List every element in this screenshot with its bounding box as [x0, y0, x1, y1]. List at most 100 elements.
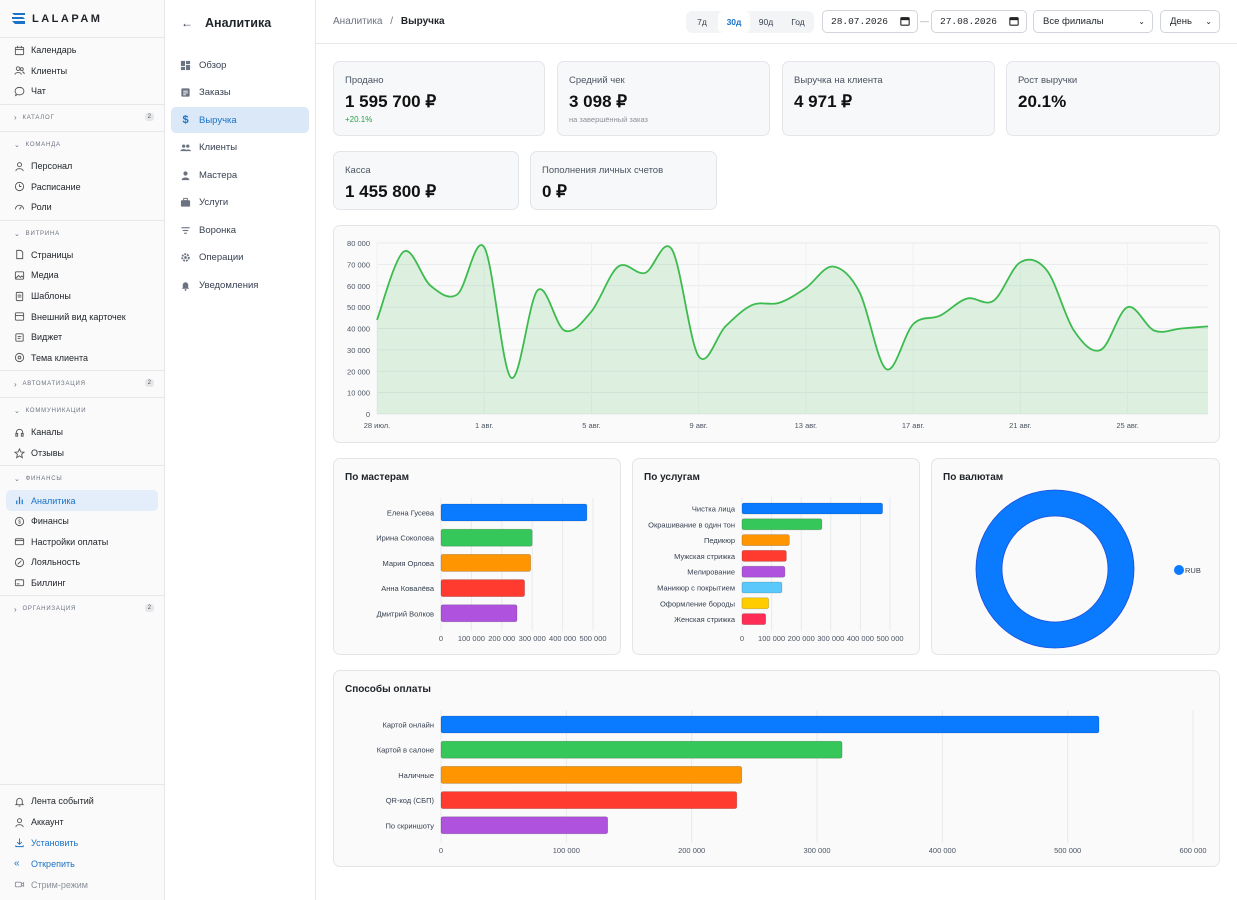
nav-item-payment-settings[interactable]: Настройки оплаты	[6, 532, 158, 553]
x-tick-label: 400 000	[929, 846, 956, 855]
x-tick-label: 17 авг.	[902, 421, 925, 430]
nav-section-finance[interactable]: ⌄ ФИНАНСЫ	[0, 468, 164, 490]
kpi-label: Пополнения личных счетов	[542, 165, 664, 176]
branch-select[interactable]: Все филиалы ⌄	[1033, 10, 1153, 33]
x-tick-label: 300 000	[803, 846, 830, 855]
nav-item-media[interactable]: Медиа	[6, 265, 158, 286]
calendar-icon[interactable]	[900, 16, 910, 26]
nav-item-calendar[interactable]: Календарь	[6, 40, 158, 61]
nav-item-client-theme[interactable]: Тема клиента	[6, 348, 158, 369]
x-tick-label: 200 000	[488, 634, 515, 643]
users-icon	[14, 66, 25, 76]
video-icon	[14, 881, 25, 888]
date-to-value: 27.08.2026	[940, 16, 998, 27]
nav-section-showcase[interactable]: ⌄ ВИТРИНА	[0, 223, 164, 245]
nav-item-install[interactable]: Установить	[6, 833, 158, 854]
subnav-item-masters[interactable]: Мастера	[171, 162, 309, 188]
subnav-item-services[interactable]: Услуги	[171, 190, 309, 216]
breadcrumb-current: Выручка	[400, 16, 445, 27]
x-tick-label: 400 000	[847, 634, 874, 643]
subnav-item-operations[interactable]: Операции	[171, 245, 309, 271]
nav-item-billing[interactable]: Биллинг	[6, 573, 158, 594]
period-7d-button[interactable]: 7д	[697, 17, 707, 27]
nav-item-loyalty[interactable]: Лояльность	[6, 552, 158, 573]
brand-logo[interactable]: LALAPAM	[0, 0, 164, 38]
period-90d-button[interactable]: 90д	[758, 17, 774, 27]
chevron-down-icon: ⌄	[1138, 17, 1145, 26]
subnav-item-revenue[interactable]: $ Выручка	[171, 107, 309, 133]
chevron-down-icon: ⌄	[1205, 17, 1212, 26]
nav-item-events[interactable]: Лента событий	[6, 791, 158, 812]
subnav-item-orders[interactable]: Заказы	[171, 80, 309, 106]
breadcrumb-parent-link[interactable]: Аналитика	[333, 16, 383, 27]
nav-item-card-appearance[interactable]: Внешний вид карточек	[6, 306, 158, 327]
nav-item-channels[interactable]: Каналы	[6, 422, 158, 443]
granularity-select[interactable]: День ⌄	[1160, 10, 1220, 33]
subnav-item-funnel[interactable]: Воронка	[171, 217, 309, 243]
nav-item-label: Расписание	[31, 181, 81, 192]
dashboard-icon	[180, 60, 191, 70]
bar	[440, 715, 1100, 734]
x-tick-label: 9 авг.	[690, 421, 708, 430]
section-label: ОРГАНИЗАЦИЯ	[22, 606, 77, 613]
calendar-icon[interactable]	[1009, 16, 1019, 26]
x-tick-label: 500 000	[876, 634, 903, 643]
nav-item-pages[interactable]: Страницы	[6, 245, 158, 266]
x-tick-label: 200 000	[788, 634, 815, 643]
bell-icon	[14, 797, 25, 807]
section-label: КОММУНИКАЦИИ	[25, 408, 87, 415]
kpi-label: Рост выручки	[1018, 75, 1078, 86]
nav-item-label: Тема клиента	[31, 352, 89, 363]
nav-item-label: Установить	[31, 837, 79, 848]
nav-section-team[interactable]: ⌄ КОМАНДА	[0, 134, 164, 156]
subnav-item-clients[interactable]: Клиенты	[171, 135, 309, 161]
date-to-input[interactable]: 27.08.2026	[931, 10, 1027, 33]
brand-name: LALAPAM	[32, 12, 103, 25]
nav-item-chat[interactable]: Чат	[6, 81, 158, 102]
nav-item-reviews[interactable]: Отзывы	[6, 443, 158, 464]
nav-section-automation[interactable]: › АВТОМАТИЗАЦИЯ 2	[0, 373, 164, 395]
subnav-item-notifications[interactable]: Уведомления	[171, 272, 309, 298]
y-tick-label: 30 000	[347, 346, 370, 355]
nav-item-unpin[interactable]: « Открепить	[6, 853, 158, 874]
nav-item-label: Клиенты	[31, 65, 68, 76]
nav-item-templates[interactable]: Шаблоны	[6, 286, 158, 307]
star-icon	[14, 447, 25, 459]
arrow-left-icon[interactable]: ←	[181, 16, 193, 30]
kpi-card-cash: Касса 1 455 800 ₽	[333, 151, 519, 210]
nav-item-stream-mode[interactable]: Стрим-режим	[6, 874, 158, 895]
date-from-input[interactable]: 28.07.2026	[822, 10, 918, 33]
file-icon	[16, 250, 24, 260]
nav-section-catalog[interactable]: › КАТАЛОГ 2	[0, 107, 164, 129]
subnav-item-label: Мастера	[199, 169, 238, 181]
nav-item-staff[interactable]: Персонал	[6, 156, 158, 177]
nav-item-label: Аккаунт	[31, 817, 64, 828]
person-filled-icon	[181, 170, 190, 180]
nav-item-finances[interactable]: $ Финансы	[6, 511, 158, 532]
kpi-card-revenue-growth: Рост выручки 20.1%	[1006, 61, 1220, 136]
category-label: Маникюр с покрытием	[657, 584, 735, 593]
nav-section-communications[interactable]: ⌄ КОММУНИКАЦИИ	[0, 400, 164, 422]
nav-item-schedule[interactable]: Расписание	[6, 176, 158, 197]
x-tick-label: 500 000	[579, 634, 606, 643]
nav-item-account[interactable]: Аккаунт	[6, 812, 158, 833]
subnav-item-overview[interactable]: Обзор	[171, 52, 309, 78]
y-tick-label: 70 000	[347, 260, 370, 269]
x-tick-label: 300 000	[519, 634, 546, 643]
period-year-button[interactable]: Год	[791, 17, 805, 27]
main-sidebar: LALAPAM Календарь Клиенты Чат › КАТАЛОГ …	[0, 0, 165, 900]
headset-icon	[15, 428, 24, 437]
section-label: КОМАНДА	[25, 141, 61, 148]
section-count-badge: 2	[144, 379, 154, 388]
x-tick-label: 21 авг.	[1009, 421, 1032, 430]
nav-item-analytics[interactable]: Аналитика	[6, 490, 158, 511]
nav-item-roles[interactable]: Роли	[6, 197, 158, 218]
nav-divider	[0, 219, 164, 221]
chevron-down-icon: ⌄	[14, 476, 21, 484]
bar	[440, 554, 531, 572]
nav-section-organization[interactable]: › ОРГАНИЗАЦИЯ 2	[0, 598, 164, 620]
period-30d-button[interactable]: 30д	[718, 11, 750, 33]
nav-item-label: Каналы	[31, 427, 63, 438]
nav-item-clients[interactable]: Клиенты	[6, 61, 158, 82]
nav-item-widget[interactable]: Виджет	[6, 327, 158, 348]
